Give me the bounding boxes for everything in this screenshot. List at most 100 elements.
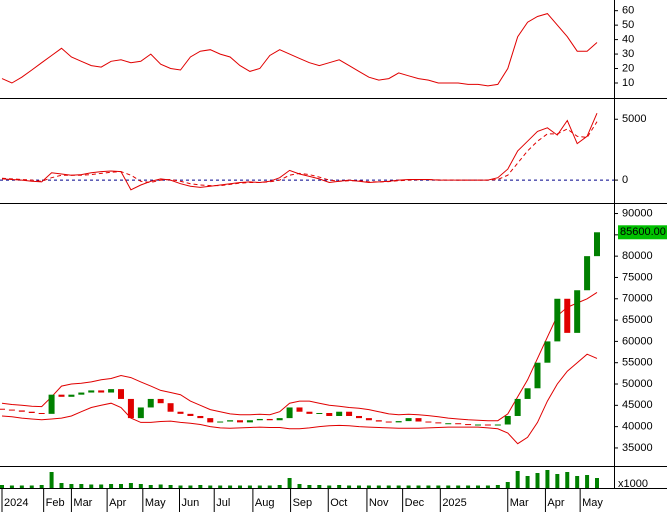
x-tick-label: Dec	[405, 497, 425, 509]
y-tick-label: 35000	[622, 442, 653, 454]
volume-bar	[89, 484, 94, 488]
candle	[167, 403, 174, 412]
volume-bar	[495, 485, 500, 488]
volume-bar	[49, 472, 54, 488]
volume-bar	[158, 484, 163, 488]
y-tick-label: 50000	[622, 378, 653, 390]
candle	[514, 398, 521, 416]
candle	[375, 420, 382, 422]
candle	[18, 410, 25, 412]
candle	[286, 407, 293, 419]
volume-bar	[238, 485, 242, 488]
candle	[494, 424, 501, 426]
volume-bar	[565, 472, 570, 488]
volume-bar	[555, 474, 560, 488]
volume-bar	[9, 485, 14, 488]
candle	[455, 423, 462, 425]
volume-bar	[188, 485, 193, 488]
volume-bar	[595, 478, 599, 488]
volume-bar	[416, 485, 421, 488]
candle	[415, 418, 422, 422]
x-tick-label: Mar	[510, 497, 529, 509]
y-tick-label: 40000	[622, 421, 653, 433]
volume-bar	[476, 485, 480, 488]
volume-bar	[228, 485, 233, 488]
x-tick-label: Nov	[369, 497, 389, 509]
x-tick-label: 2024	[4, 497, 28, 509]
candle	[524, 388, 531, 399]
candle	[187, 413, 194, 416]
volume-bar	[585, 475, 590, 488]
candle	[405, 418, 412, 422]
volume-bar	[247, 485, 252, 488]
volume-bar	[59, 483, 64, 488]
candle	[237, 420, 243, 423]
volume-bar	[485, 485, 490, 488]
candle	[197, 415, 204, 419]
candle	[227, 420, 234, 422]
candle	[217, 421, 224, 423]
candle	[326, 413, 333, 416]
volume-bar	[307, 485, 312, 488]
y-tick-label: 45000	[622, 399, 653, 411]
y-tick-label: 80000	[622, 250, 653, 262]
candle	[78, 392, 85, 395]
candle	[157, 398, 164, 404]
volume-bar	[69, 484, 74, 488]
candle	[425, 421, 432, 423]
candle	[574, 290, 581, 333]
candle	[306, 411, 313, 414]
volume-bar	[446, 485, 451, 488]
candle	[484, 424, 491, 426]
volume-bar	[297, 484, 302, 488]
candle	[207, 418, 214, 423]
candle	[256, 418, 263, 421]
candle	[504, 415, 511, 425]
volume-bar	[257, 485, 262, 488]
volume-bar	[535, 473, 540, 488]
volume-bar	[198, 485, 203, 488]
candle	[395, 421, 402, 423]
candle	[465, 424, 472, 426]
y-tick-label: 65000	[622, 314, 653, 326]
candle	[118, 389, 124, 399]
indicator-line	[1, 121, 598, 187]
volume-bar	[109, 484, 114, 488]
candle	[346, 411, 353, 416]
candle	[137, 407, 144, 419]
volume-bar	[386, 485, 391, 488]
candle	[177, 411, 184, 414]
volume-unit: x1000	[618, 478, 648, 490]
volume-bar	[99, 484, 104, 488]
y-tick-label: 20	[622, 62, 634, 74]
candle	[356, 415, 362, 419]
candle	[98, 390, 105, 393]
volume-bar	[208, 485, 213, 488]
candle	[127, 398, 134, 419]
volume-bar	[525, 476, 530, 488]
y-tick-label: 60000	[622, 335, 653, 347]
volume-bar	[19, 485, 24, 488]
candle	[365, 418, 372, 421]
volume-bar	[575, 476, 580, 488]
volume-bar	[515, 471, 520, 488]
volume-bar	[267, 485, 272, 488]
volume-bar	[138, 484, 143, 488]
volume-bar	[466, 485, 471, 488]
x-tick-label: Jun	[182, 497, 200, 509]
x-tick-label: Feb	[46, 497, 65, 509]
y-tick-label: 70000	[622, 293, 653, 305]
last-price-label: 85600.00	[620, 226, 666, 238]
volume-bar	[366, 485, 371, 488]
candle	[475, 424, 481, 426]
volume-bar	[456, 485, 461, 488]
volume-bar	[0, 485, 4, 488]
volume-bar	[128, 483, 133, 488]
x-tick-label: Apr	[547, 497, 564, 509]
candle	[266, 418, 273, 421]
y-tick-label: 5000	[622, 113, 646, 125]
y-tick-label: 40	[622, 34, 634, 46]
volume-bar	[79, 484, 84, 488]
volume-bar	[357, 485, 361, 488]
